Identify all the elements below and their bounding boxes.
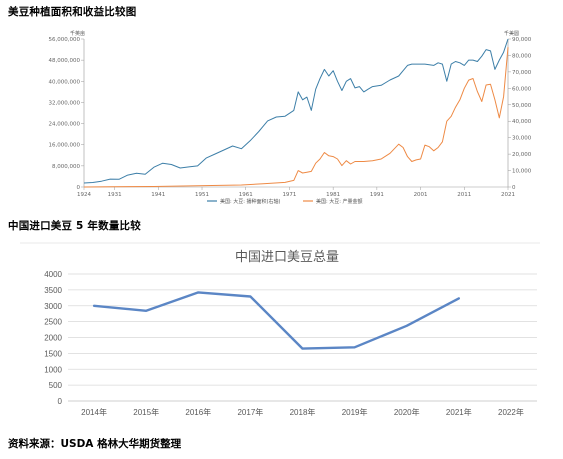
chart1-svg: 千英亩 千美圆 0 8,000,000 16,000,000 24,000,000 32,0…: [49, 30, 532, 205]
left-tick-label: 8,000,000: [52, 164, 80, 170]
series-revenue-line: [83, 47, 509, 188]
right-axis-unit: 千美圆: [504, 30, 519, 37]
imports-series-line: [92, 291, 460, 350]
x-tick-label: 2011: [457, 192, 471, 198]
right-tick-label: 80,000: [512, 53, 532, 59]
y-tick-label: 1000: [44, 365, 62, 374]
chart2-title: 中国进口美豆 5 年数量比较: [8, 220, 141, 232]
x-tick-label: 2019年: [342, 407, 368, 417]
right-tick-label: 40,000: [512, 119, 532, 125]
x-tick-label: 2021年: [446, 407, 472, 417]
legend-label-area: 美国: 大豆: 播种面积(右轴): [220, 198, 280, 205]
x-tick-label: 1931: [108, 192, 122, 198]
right-tick-label: 20,000: [512, 152, 532, 158]
x-tick-label: 1991: [370, 192, 384, 198]
chart1-title: 美豆种植面积和收益比较图: [8, 6, 137, 18]
right-tick-label: 50,000: [512, 103, 532, 109]
y-tick-label: 500: [49, 381, 63, 390]
x-tick-label: 2014年: [81, 407, 107, 417]
right-tick-label: 0: [512, 185, 516, 191]
right-tick-label: 70,000: [512, 70, 532, 76]
x-tick-label: 1924: [77, 192, 91, 198]
x-tick-label: 2016年: [185, 407, 211, 417]
x-tick-label: 2001: [414, 192, 428, 198]
x-tick-label: 2020年: [394, 407, 420, 417]
left-axis-unit: 千英亩: [70, 30, 85, 37]
x-tick-label: 2017年: [237, 407, 263, 417]
x-tick-label: 1941: [151, 192, 165, 198]
series-planting-area-line: [83, 38, 509, 184]
x-tick-label: 1981: [326, 192, 340, 198]
x-tick-label: 2018年: [290, 407, 316, 417]
x-tick-label: 2015年: [133, 407, 159, 417]
left-tick-label: 32,000,000: [49, 100, 81, 106]
left-tick-label: 16,000,000: [49, 143, 81, 149]
right-tick-label: 10,000: [512, 169, 532, 175]
y-tick-label: 2500: [44, 318, 62, 327]
x-tick-label: 1951: [195, 192, 209, 198]
x-tick-label: 1961: [239, 192, 253, 198]
right-tick-label: 30,000: [512, 136, 532, 142]
right-tick-label: 90,000: [512, 37, 532, 43]
chart2-svg: 中国进口美豆总量 0 500 1000 1500 2000 2500 3000 3500 4000…: [20, 242, 540, 417]
left-tick-label: 24,000,000: [49, 122, 81, 128]
right-tick-label: 60,000: [512, 86, 532, 92]
y-tick-label: 0: [58, 397, 63, 406]
left-tick-label: 0: [77, 185, 81, 191]
y-tick-label: 4000: [44, 270, 62, 279]
legend-label-revenue: 美国: 大豆: 产量金额: [316, 198, 363, 205]
chart2-inner-title: 中国进口美豆总量: [235, 250, 339, 265]
x-tick-label: 2022年: [498, 407, 524, 417]
x-tick-label: 2021: [501, 192, 515, 198]
left-tick-label: 40,000,000: [49, 79, 81, 85]
left-tick-label: 48,000,000: [49, 58, 81, 64]
y-tick-label: 3500: [44, 286, 62, 295]
left-tick-label: 56,000,000: [49, 37, 81, 43]
y-tick-label: 1500: [44, 349, 62, 358]
source-note: 资料来源：USDA 格林大华期货整理: [8, 438, 182, 450]
y-tick-label: 2000: [44, 334, 62, 343]
x-tick-label: 1971: [282, 192, 296, 198]
y-tick-label: 3000: [44, 302, 62, 311]
